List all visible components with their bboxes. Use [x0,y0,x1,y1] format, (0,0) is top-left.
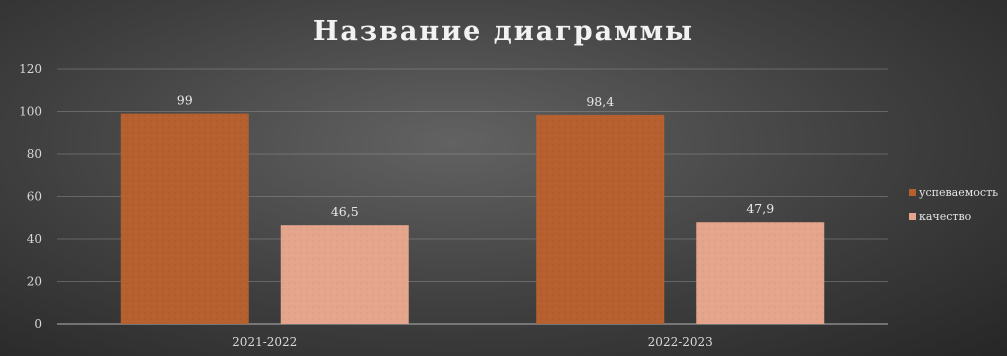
x-axis: 2021-2022 2022-2023 [232,335,713,349]
x-tick-label: 2022-2023 [648,335,713,349]
y-tick-label: 100 [19,105,42,119]
y-axis: 0 20 40 60 80 100 120 [19,62,42,331]
chart-title: Название диаграммы [312,16,695,47]
legend-swatch [909,213,916,220]
data-label: 98,4 [586,94,614,109]
y-tick-label: 60 [27,190,42,204]
legend-label: качество [919,210,972,223]
y-tick-label: 80 [27,147,42,161]
legend-swatch [909,189,916,196]
bar-texture [696,222,825,324]
legend-label: успеваемость [919,186,998,199]
y-tick-label: 40 [27,232,42,246]
y-tick-label: 20 [27,275,42,289]
bar-texture [280,225,409,324]
bar-texture [536,114,665,325]
bars [120,113,825,325]
x-tick-label: 2021-2022 [232,335,297,349]
data-label: 46,5 [331,204,359,219]
data-label: 99 [177,93,193,108]
data-label: 47,9 [746,201,774,216]
bar-texture [120,113,249,324]
legend: успеваемость качество [909,186,998,223]
data-labels: 99 46,5 98,4 47,9 [177,93,774,220]
y-tick-label: 0 [34,317,42,331]
y-tick-label: 120 [19,62,42,76]
